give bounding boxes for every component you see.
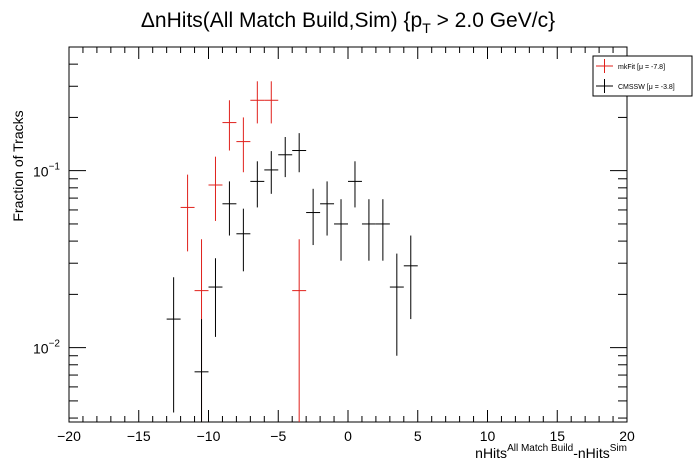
data-point xyxy=(264,151,279,194)
legend-box xyxy=(592,55,693,97)
marks-layer xyxy=(166,81,418,422)
data-point xyxy=(208,156,223,221)
data-point xyxy=(208,258,223,337)
data-point xyxy=(348,161,362,208)
x-axis-label: nHitsAll Match Build-nHitsSim xyxy=(475,443,627,461)
data-point xyxy=(320,181,335,236)
axes-layer: −20 −15 −10 −5 0 5 10 15 20 10−1 10−2 xyxy=(33,46,635,444)
data-point xyxy=(264,81,279,124)
data-point xyxy=(292,133,307,173)
x-tick-label: 10 xyxy=(480,428,496,444)
x-axis-label-main: nHits xyxy=(475,445,507,461)
y-tick-label: 10−1 xyxy=(33,162,60,180)
plot-frame xyxy=(68,46,628,423)
data-point xyxy=(250,161,265,208)
data-point xyxy=(306,188,321,246)
data-point xyxy=(250,81,265,124)
x-tick-label: −15 xyxy=(127,428,151,444)
data-point xyxy=(361,199,376,261)
chart-title-subscript: T xyxy=(422,20,431,36)
x-tick-label: −20 xyxy=(57,428,81,444)
data-point xyxy=(389,253,404,356)
legend-entry: CMSSW [μ = -3.8] xyxy=(596,79,675,93)
x-tick-label: 20 xyxy=(619,428,635,444)
data-point xyxy=(194,319,209,422)
chart-title-tail: > 2.0 GeV/c} xyxy=(431,9,555,32)
data-point xyxy=(334,199,348,261)
series-cmssw xyxy=(166,133,418,422)
x-tick-label: 15 xyxy=(549,428,565,444)
x-tick-label: −5 xyxy=(270,428,286,444)
data-point xyxy=(222,100,237,151)
x-tick-label: 0 xyxy=(344,428,352,444)
data-point xyxy=(278,137,293,178)
legend-label: mkFit [μ = -7.8] xyxy=(618,64,665,71)
x-tick-label: −10 xyxy=(197,428,221,444)
x-tick-label: 5 xyxy=(414,428,422,444)
legend-entries: mkFit [μ = -7.8] CMSSW [μ = -3.8] xyxy=(596,59,675,93)
data-point xyxy=(375,199,390,261)
data-point xyxy=(236,117,251,173)
x-axis-label-sup2: Sim xyxy=(610,443,627,454)
data-point xyxy=(222,181,237,236)
chart-title: ΔnHits(All Match Build,Sim) {pT > 2.0 Ge… xyxy=(141,9,555,36)
legend-entry: mkFit [μ = -7.8] xyxy=(596,59,665,73)
data-point xyxy=(403,235,418,320)
chart-title-main: ΔnHits(All Match Build,Sim) {p xyxy=(141,9,422,32)
y-tick-label: 10−2 xyxy=(33,339,60,357)
data-point xyxy=(180,174,195,252)
y-axis-label: Fraction of Tracks xyxy=(10,110,26,221)
x-axis-label-sup1: All Match Build xyxy=(507,443,573,454)
data-point xyxy=(292,239,307,422)
data-point xyxy=(236,208,251,272)
x-axis-label-mid: -nHits xyxy=(573,445,610,461)
legend: mkFit [μ = -7.8] CMSSW [μ = -3.8] xyxy=(592,55,693,97)
legend-label: CMSSW [μ = -3.8] xyxy=(618,84,675,91)
data-point xyxy=(166,277,181,413)
